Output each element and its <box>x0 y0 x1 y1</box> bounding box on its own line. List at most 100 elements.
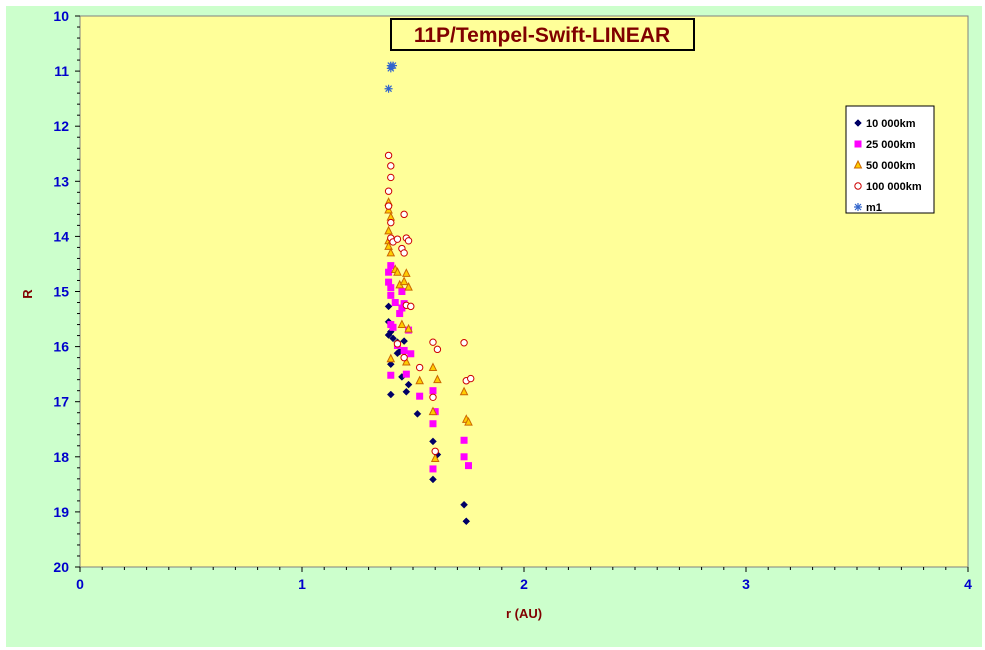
data-point <box>460 339 468 347</box>
data-point <box>386 247 396 257</box>
data-point <box>384 151 393 160</box>
data-point <box>386 390 395 399</box>
data-point <box>460 453 468 461</box>
data-point <box>385 278 393 286</box>
legend-label: 25 000km <box>866 139 916 151</box>
data-point <box>415 375 424 385</box>
data-point <box>402 387 411 396</box>
x-axis-title: r (AU) <box>506 606 542 621</box>
data-point <box>384 331 393 339</box>
data-point <box>400 353 408 362</box>
y-tick-label: 17 <box>53 394 69 410</box>
data-point <box>398 288 406 295</box>
data-point <box>391 299 399 307</box>
legend-marker <box>854 203 862 211</box>
legend-marker <box>853 159 863 169</box>
data-point <box>389 334 397 343</box>
data-point <box>387 162 395 170</box>
x-tick-label: 1 <box>298 576 306 592</box>
data-point <box>398 304 406 312</box>
data-point <box>384 302 393 311</box>
legend-label: 10 000km <box>866 118 916 130</box>
series-3 <box>384 151 475 455</box>
plot-area <box>79 15 969 568</box>
y-tick-label: 12 <box>53 118 69 134</box>
data-point <box>433 374 442 384</box>
data-point <box>465 462 472 470</box>
data-point <box>460 436 468 444</box>
data-point <box>387 284 395 292</box>
legend-label: 50 000km <box>866 160 916 172</box>
series-4 <box>384 61 398 93</box>
y-tick-label: 19 <box>53 504 69 520</box>
data-point <box>384 241 393 250</box>
chart-title-border <box>390 18 695 51</box>
data-point <box>428 362 438 372</box>
data-point <box>384 225 393 235</box>
data-point <box>400 337 408 345</box>
data-point <box>393 267 402 276</box>
data-point <box>429 420 437 428</box>
y-tick-label: 10 <box>53 8 69 24</box>
data-point <box>387 291 395 299</box>
data-point <box>413 409 422 418</box>
data-point <box>467 374 475 383</box>
legend: 10 000km 25 000km 50 000km 100 000km m1 <box>845 105 935 214</box>
data-point <box>393 235 402 243</box>
data-point <box>400 210 408 219</box>
data-point <box>460 500 468 509</box>
x-tick-label: 3 <box>742 576 750 592</box>
data-point <box>400 346 408 354</box>
data-point <box>433 345 442 354</box>
data-point <box>431 447 439 455</box>
data-point <box>416 392 424 400</box>
data-point <box>407 302 415 311</box>
data-point <box>402 268 411 277</box>
data-point <box>459 386 469 396</box>
data-point <box>384 84 393 93</box>
data-point <box>400 249 408 257</box>
data-point <box>387 371 395 379</box>
data-point <box>429 393 437 401</box>
chart-title: 11P/Tempel-Swift-LINEAR <box>414 24 670 47</box>
legend-marker <box>854 140 862 148</box>
y-axis-title: R <box>20 289 35 299</box>
data-point <box>404 237 413 245</box>
data-point <box>384 187 393 195</box>
data-point <box>462 517 471 526</box>
data-point <box>389 323 397 331</box>
y-tick-label: 14 <box>53 228 69 244</box>
data-point <box>429 475 437 484</box>
data-point <box>393 340 402 348</box>
data-point <box>464 416 473 426</box>
data-point <box>428 406 438 416</box>
data-point <box>430 453 440 462</box>
data-point <box>404 281 413 291</box>
data-point <box>404 323 413 333</box>
y-axis: 10 11 12 13 14 15 16 17 18 19 20 <box>53 8 80 575</box>
data-point <box>415 363 424 372</box>
y-tick-label: 18 <box>53 449 69 465</box>
y-tick-label: 11 <box>54 63 69 79</box>
data-point <box>402 370 410 378</box>
data-point <box>397 319 407 329</box>
y-tick-label: 13 <box>53 173 69 189</box>
data-point <box>386 353 396 363</box>
legend-label: m1 <box>866 202 882 214</box>
y-tick-label: 16 <box>53 339 69 355</box>
data-point <box>396 310 404 318</box>
data-point <box>402 356 411 366</box>
data-point <box>384 202 393 210</box>
data-point <box>387 173 395 182</box>
data-points <box>384 61 475 526</box>
data-point <box>387 218 395 227</box>
legend-marker <box>854 119 862 127</box>
data-point <box>429 338 437 346</box>
data-point <box>407 350 415 358</box>
data-point <box>429 437 437 446</box>
x-tick-label: 2 <box>520 576 528 592</box>
data-point <box>429 465 437 473</box>
data-point <box>386 64 395 73</box>
